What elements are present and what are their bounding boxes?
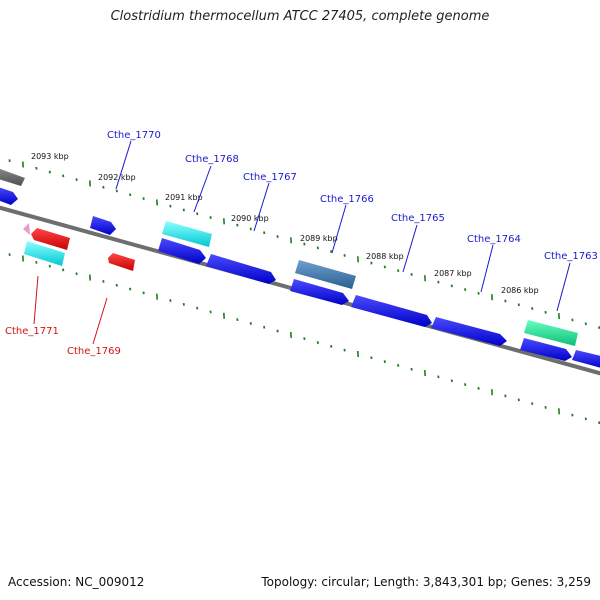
- gene-label-cthe-1770[interactable]: Cthe_1770: [107, 130, 161, 141]
- kbp-label: 2086 kbp: [501, 286, 539, 295]
- gene-blue[interactable]: [158, 238, 206, 264]
- gene-cthe-1770[interactable]: [90, 216, 116, 235]
- gene-label-cthe-1766[interactable]: Cthe_1766: [320, 194, 374, 205]
- kbp-label: 2088 kbp: [366, 252, 404, 261]
- gene-label-leaders: [33, 140, 571, 345]
- gene-cthe-1771[interactable]: [24, 241, 65, 266]
- kbp-scale-labels: 2093 kbp 2092 kbp 2091 kbp 2090 kbp 2089…: [31, 152, 539, 295]
- gene-blue[interactable]: [0, 186, 18, 205]
- gene-label-cthe-1767[interactable]: Cthe_1767: [243, 172, 297, 183]
- gene-cthe-1767[interactable]: [206, 254, 276, 284]
- gene-label-cthe-1771[interactable]: Cthe_1771: [5, 326, 59, 337]
- kbp-label: 2089 kbp: [300, 234, 338, 243]
- gene-cthe-1769[interactable]: [108, 253, 135, 271]
- gene-label-cthe-1768[interactable]: Cthe_1768: [185, 154, 239, 165]
- kbp-label: 2087 kbp: [434, 269, 472, 278]
- gene-gray[interactable]: [0, 167, 25, 186]
- gene-pink[interactable]: [23, 223, 30, 235]
- gene-blue[interactable]: [572, 350, 600, 369]
- gene-blue[interactable]: [520, 338, 572, 361]
- genes-track: [0, 167, 600, 369]
- gene-cthe-1763[interactable]: [524, 320, 578, 346]
- gene-red-near-1771[interactable]: [31, 228, 70, 250]
- map-title: Clostridium thermocellum ATCC 27405, com…: [110, 9, 490, 24]
- gene-label-cthe-1765[interactable]: Cthe_1765: [391, 213, 445, 224]
- kbp-label: 2092 kbp: [98, 173, 136, 182]
- gene-label-cthe-1769[interactable]: Cthe_1769: [67, 346, 121, 357]
- kbp-label: 2093 kbp: [31, 152, 69, 161]
- topology-summary: Topology: circular; Length: 3,843,301 bp…: [261, 575, 591, 589]
- inner-tick-scale: [8, 253, 600, 425]
- gene-cthe-1768[interactable]: [162, 221, 212, 247]
- gene-cthe-1764[interactable]: [431, 317, 507, 346]
- kbp-label: 2090 kbp: [231, 214, 269, 223]
- gene-label-cthe-1763[interactable]: Cthe_1763: [544, 251, 598, 262]
- outer-tick-scale: [8, 159, 600, 329]
- accession-text: Accession: NC_009012: [8, 575, 145, 589]
- gene-label-cthe-1764[interactable]: Cthe_1764: [467, 234, 521, 245]
- gene-cthe-1766[interactable]: [295, 260, 356, 289]
- kbp-label: 2091 kbp: [165, 193, 203, 202]
- gene-blue[interactable]: [290, 279, 349, 305]
- gene-labels: Cthe_1770 Cthe_1768 Cthe_1767 Cthe_1766 …: [5, 130, 598, 357]
- gene-cthe-1765[interactable]: [351, 295, 432, 327]
